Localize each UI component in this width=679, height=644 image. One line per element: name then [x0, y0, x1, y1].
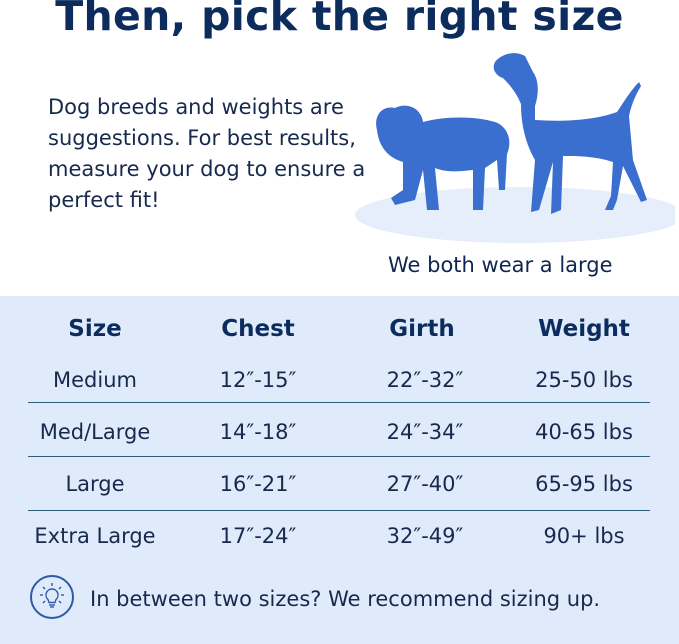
row-medlarge-size: Med/Large [39, 420, 151, 444]
header-weight: Weight [538, 316, 630, 342]
lightbulb-icon [30, 575, 74, 619]
header-girth: Girth [389, 316, 455, 342]
dogs-caption: We both wear a large [388, 253, 613, 277]
row-xl-chest: 17″-24″ [219, 524, 297, 548]
intro-text: Dog breeds and weights are suggestions. … [48, 95, 366, 212]
row-large-chest: 16″-21″ [219, 472, 297, 496]
row-medium-chest: 12″-15″ [219, 368, 297, 392]
row-divider [28, 402, 650, 403]
row-large-weight: 65-95 lbs [535, 472, 633, 496]
header-chest: Chest [221, 316, 295, 342]
row-medium-weight: 25-50 lbs [535, 368, 633, 392]
row-medlarge-chest: 14″-18″ [219, 420, 297, 444]
row-divider [28, 456, 650, 457]
row-large-girth: 27″-40″ [386, 472, 464, 496]
row-large-size: Large [65, 472, 125, 496]
row-medlarge-weight: 40-65 lbs [535, 420, 633, 444]
size-chart-panel [0, 296, 679, 644]
row-xl-size: Extra Large [34, 524, 156, 548]
row-divider [28, 510, 650, 511]
dogs-illustration [355, 53, 675, 243]
row-medlarge-girth: 24″-34″ [386, 420, 464, 444]
great-dane-silhouette [493, 53, 647, 214]
row-medium-size: Medium [53, 368, 137, 392]
row-xl-weight: 90+ lbs [543, 524, 625, 548]
bulldog-silhouette [376, 105, 510, 210]
row-xl-girth: 32″-49″ [386, 524, 464, 548]
header-size: Size [68, 316, 122, 342]
page-title: Then, pick the right size [55, 0, 624, 40]
row-medium-girth: 22″-32″ [386, 368, 464, 392]
sizing-tip: In between two sizes? We recommend sizin… [90, 587, 601, 611]
